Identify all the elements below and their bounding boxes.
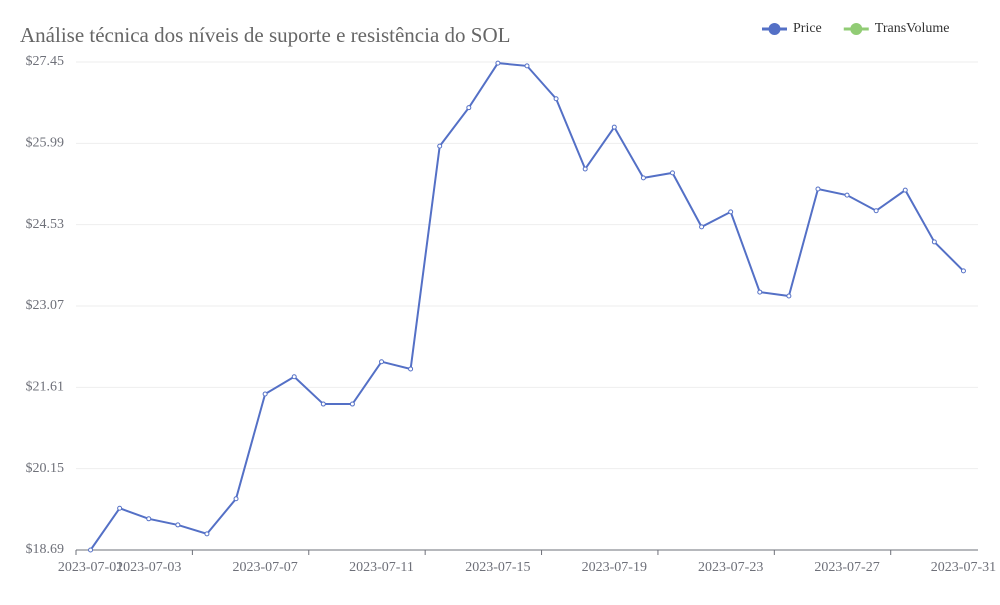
point: [524, 63, 530, 69]
x-tick-label: 2023-07-19: [582, 560, 647, 575]
y-tick-label: $23.07: [26, 298, 65, 313]
point: [553, 96, 559, 102]
point: [786, 293, 792, 299]
point: [437, 143, 443, 149]
y-tick-label: $18.69: [26, 542, 65, 557]
point: [931, 239, 937, 245]
point: [757, 289, 763, 295]
x-tick-label: 2023-07-03: [116, 560, 181, 575]
x-tick-label: 2023-07-15: [465, 560, 530, 575]
point: [117, 505, 123, 511]
line: [89, 62, 965, 551]
point: [582, 166, 588, 172]
point: [611, 124, 617, 130]
y-tick-label: $24.53: [26, 217, 65, 232]
point: [728, 209, 734, 215]
point: [233, 496, 239, 502]
point: [408, 366, 414, 372]
point: [146, 516, 152, 522]
legend-label: TransVolume: [875, 21, 950, 36]
point: [815, 186, 821, 192]
x-tick-label: 2023-07-07: [232, 560, 297, 575]
point: [960, 268, 966, 274]
y-tick-label: $27.45: [26, 54, 65, 69]
point: [291, 374, 297, 380]
point: [844, 192, 850, 198]
point: [466, 105, 472, 111]
point: [349, 401, 355, 407]
x-tick-label: 2023-07-01: [58, 560, 123, 575]
chart-title: Análise técnica dos níveis de suporte e …: [20, 23, 510, 47]
x-tick-label: 2023-07-23: [698, 560, 763, 575]
point: [175, 522, 181, 528]
point: [320, 401, 326, 407]
point: [262, 391, 268, 397]
point: [495, 60, 501, 66]
y-tick-label: $25.99: [26, 136, 65, 151]
y-tick-label: $21.61: [26, 380, 65, 395]
point: [640, 175, 646, 181]
point: [902, 187, 908, 193]
x-tick-label: 2023-07-31: [931, 560, 996, 575]
x-tick-label: 2023-07-27: [814, 560, 879, 575]
legend-label: Price: [793, 21, 822, 36]
point: [873, 208, 879, 214]
point: [379, 359, 385, 365]
point: [88, 547, 94, 553]
point: [699, 224, 705, 230]
y-tick-label: $20.15: [26, 461, 65, 476]
x-tick-label: 2023-07-11: [349, 560, 414, 575]
point: [204, 531, 210, 537]
legend-dot: [768, 23, 781, 35]
legend-dot: [850, 23, 863, 35]
point: [669, 170, 675, 176]
